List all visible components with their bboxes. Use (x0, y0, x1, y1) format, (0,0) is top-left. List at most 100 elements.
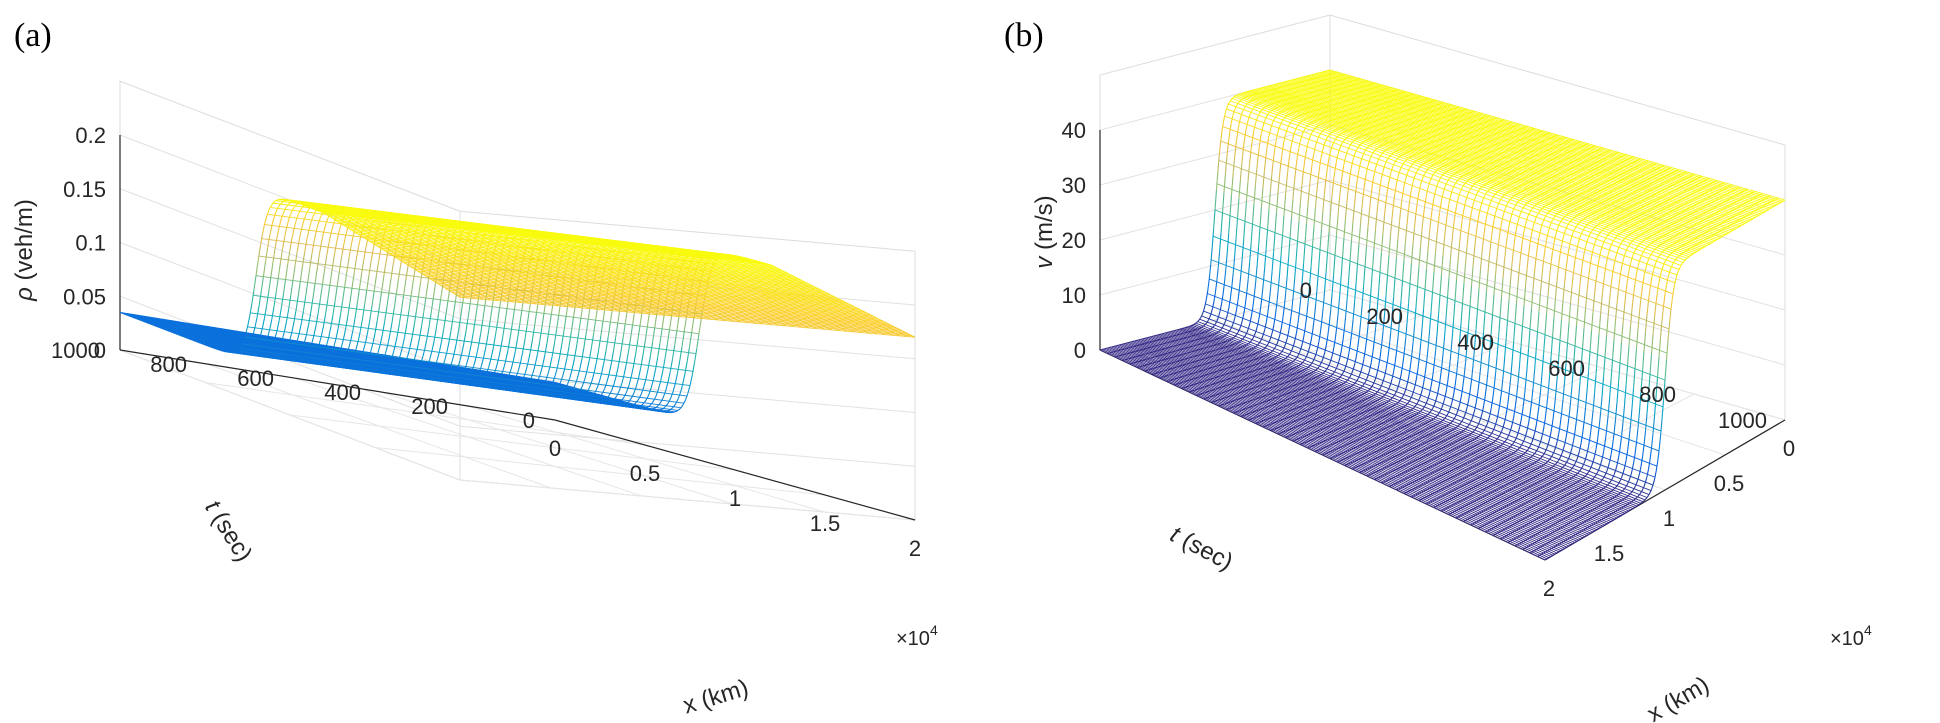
surface-segment (432, 279, 435, 282)
surface-segment (286, 219, 290, 228)
surface-segment (314, 268, 318, 284)
surface-segment (329, 270, 333, 286)
surface-segment (317, 216, 322, 224)
surface-segment (324, 255, 328, 270)
surface-segment (304, 240, 308, 253)
surface-segment (278, 308, 282, 321)
surface-segment (269, 319, 273, 330)
surface-segment (346, 258, 350, 273)
surface-segment (284, 227, 288, 238)
surface-segment (300, 311, 304, 324)
surface-segment (290, 280, 294, 296)
surface-segment (283, 321, 288, 332)
surface-segment (352, 317, 356, 331)
surface-segment (312, 211, 316, 217)
surface-segment (288, 295, 292, 310)
surface-segment (261, 224, 266, 235)
surface-segment (321, 269, 326, 285)
surface-segment (344, 272, 348, 288)
surface-segment (275, 278, 279, 294)
surface-segment (246, 316, 251, 327)
surface-segment (249, 304, 253, 317)
surface-segment (277, 203, 281, 208)
surface-segment (268, 277, 272, 293)
surface-segment (330, 224, 334, 234)
surface-segment (328, 327, 332, 338)
surface-segment (322, 314, 327, 327)
surface-segment (292, 205, 296, 210)
surface-segment (282, 279, 287, 295)
surface-segment (293, 310, 297, 323)
surface-segment (327, 285, 331, 301)
surface-segment (288, 213, 292, 220)
surface-segment (266, 210, 270, 217)
surface-segment (289, 238, 293, 251)
surface-segment (272, 248, 276, 263)
surface-segment (308, 312, 312, 325)
surface-segment (340, 245, 345, 258)
surface-segment (311, 241, 315, 254)
surface-segment (258, 291, 262, 306)
surface-segment (332, 218, 336, 226)
surface-segment (349, 288, 353, 304)
surface-segment (315, 223, 319, 232)
surface-segment (333, 338, 337, 347)
surface-segment (270, 202, 274, 207)
surface-segment (341, 287, 346, 303)
surface-segment (348, 340, 352, 349)
surface-segment (325, 217, 329, 225)
surface-segment (257, 246, 261, 261)
surface-segment (357, 236, 362, 248)
surface-segment (423, 274, 427, 277)
surface-segment (300, 221, 305, 230)
surface-segment (389, 253, 393, 256)
surface-segment (269, 225, 273, 236)
surface-segment (398, 258, 401, 261)
surface-segment (350, 235, 354, 247)
density-surface-mesh (119, 198, 916, 414)
surface-segment (255, 260, 259, 276)
surface-segment (259, 234, 263, 248)
surface-segment (287, 250, 291, 265)
surface-segment (271, 307, 275, 320)
surface-segment (313, 231, 317, 242)
surface-segment (306, 230, 310, 241)
surface-segment (273, 293, 277, 308)
surface-segment (354, 304, 358, 319)
surface-segment (353, 259, 357, 274)
surface-segment (337, 316, 341, 329)
surface-segment (261, 318, 265, 329)
surface-segment (260, 276, 264, 292)
surface-segment (330, 216, 333, 219)
surface-segment (296, 239, 300, 252)
surface-segment (308, 222, 312, 231)
surface-segment (285, 204, 289, 209)
surface-segment (333, 244, 337, 257)
surface-segment (262, 261, 267, 277)
surface-segment (324, 300, 329, 315)
surface-segment (295, 296, 299, 311)
surface-segment (284, 264, 289, 280)
surface-segment (313, 325, 317, 336)
surface-segment (285, 309, 290, 322)
surface-segment (348, 246, 352, 259)
surface-segment (279, 249, 283, 264)
surface-segment (292, 265, 296, 281)
surface-segment (347, 303, 351, 318)
surface-segment (281, 237, 286, 250)
surface-segment (356, 289, 360, 305)
surface-segment (325, 337, 330, 346)
surface-segment (320, 326, 324, 337)
surface-segment (256, 305, 260, 318)
surface-segment (331, 256, 335, 271)
surface-segment (296, 333, 300, 342)
surface-segment (275, 206, 279, 212)
surface-segment (263, 306, 268, 319)
surface-segment (305, 324, 310, 335)
surface-segment (320, 212, 324, 218)
surface-segment (274, 236, 278, 249)
surface-segment (280, 212, 285, 219)
surface-segment (316, 254, 320, 269)
surface-segment (345, 226, 349, 236)
